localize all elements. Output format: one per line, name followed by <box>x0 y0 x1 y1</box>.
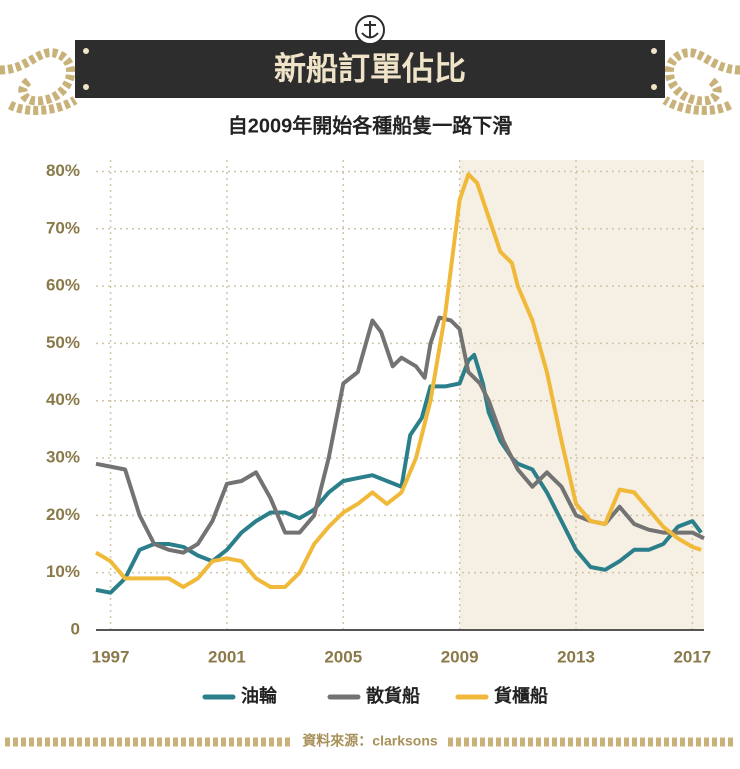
legend-label: 貨櫃船 <box>494 685 548 706</box>
x-tick-label: 2001 <box>208 647 246 666</box>
x-tick-label: 2013 <box>557 647 595 666</box>
y-tick-label: 70% <box>46 218 80 237</box>
x-tick-label: 2005 <box>324 647 362 666</box>
y-tick-label: 30% <box>46 448 80 467</box>
data-line <box>95 352 703 595</box>
y-tick-label: 40% <box>46 390 80 409</box>
y-tick-label: 50% <box>46 333 80 352</box>
x-tick-label: 2017 <box>673 647 711 666</box>
legend-label: 散貨船 <box>366 685 420 706</box>
x-tick-label: 1997 <box>92 647 130 666</box>
rivet <box>651 48 657 54</box>
chart-subtitle: 自2009年開始各種船隻一路下滑 <box>228 113 513 137</box>
anchor-icon <box>361 21 379 39</box>
x-tick-label: 2009 <box>441 647 479 666</box>
highlight-region <box>459 160 704 630</box>
y-tick-label: 60% <box>46 276 80 295</box>
legend-label: 油輪 <box>241 685 278 706</box>
data-line <box>94 172 702 589</box>
title-banner <box>75 40 665 98</box>
rivet <box>651 84 657 90</box>
rivet <box>83 48 89 54</box>
y-tick-label: 10% <box>46 562 80 581</box>
source-note: 資料來源：clarksons <box>302 733 438 749</box>
plot-area: 0 10% 20% 30% 40% 50% 60% 70% 80% 1997 2001 2005 200… <box>46 160 711 706</box>
y-tick-label: 80% <box>46 161 80 180</box>
rivet <box>83 84 89 90</box>
y-tick-label: 0 <box>71 619 80 638</box>
y-tick-label: 20% <box>46 505 80 524</box>
chart-title: 新船訂單佔比 <box>274 50 466 86</box>
rope-decoration <box>0 48 740 747</box>
